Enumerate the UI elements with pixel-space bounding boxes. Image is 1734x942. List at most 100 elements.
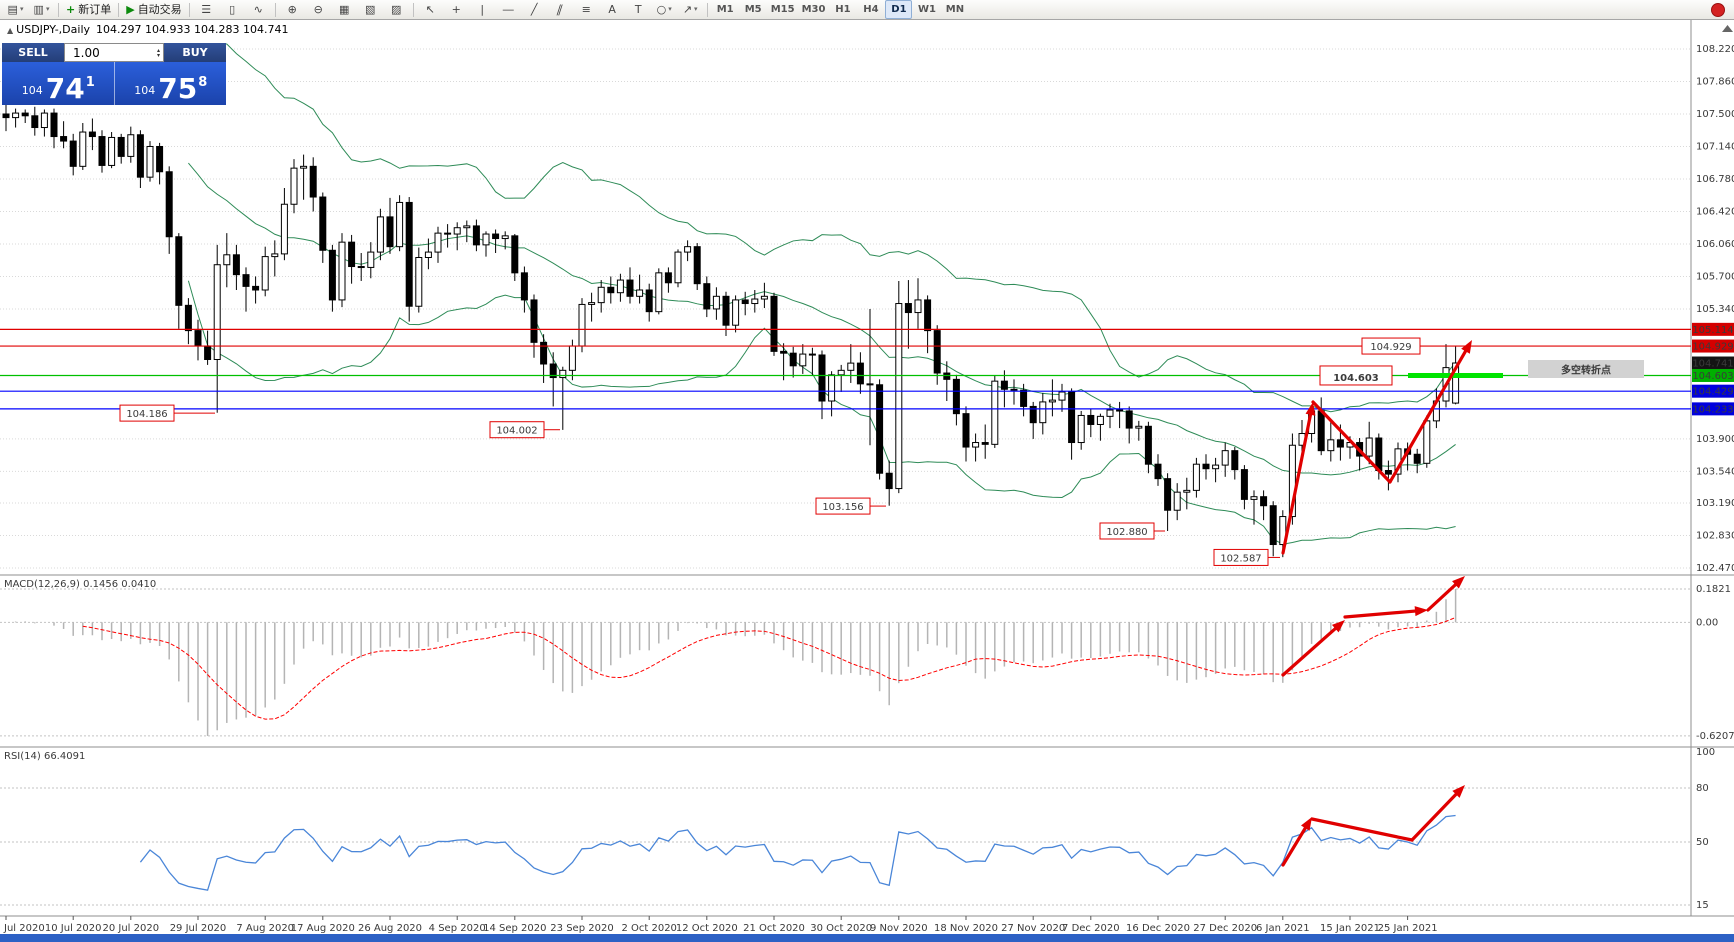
price-annotation[interactable] [1361,337,1421,355]
shapes-button[interactable]: ○ ▾ [652,0,677,19]
volume-up-button[interactable]: ▴ [156,46,160,54]
arrow-tools-button[interactable]: ↗ ▾ [678,0,703,19]
svg-text:104.233: 104.233 [1692,404,1733,415]
sell-button[interactable]: SELL [2,43,64,62]
svg-text:104.603: 104.603 [1333,373,1379,384]
price-annotation[interactable] [1099,522,1155,540]
volume-input[interactable]: 1.00 ▴ ▾ [64,43,164,62]
toolbar-separator [118,2,120,17]
line-chart-icon: ∿ [253,3,263,16]
label-button[interactable]: T [626,0,651,19]
zoom-in-icon: ⊕ [287,3,297,16]
zoom-in-button[interactable]: ⊕ [280,0,305,19]
candlestick-chart-icon: ▯ [229,3,236,16]
autotrade-button[interactable]: ▶ 自动交易 [123,0,184,19]
data-window-button[interactable]: ▨ [384,0,409,19]
zoom-out-icon: ⊖ [313,3,323,16]
navigator-button[interactable]: ▧ [358,0,383,19]
price-divider [113,62,115,105]
text-button[interactable]: A [600,0,625,19]
chart-title: ▲ USDJPY-,Daily 104.297 104.933 104.283 10… [7,23,288,36]
svg-text:104.186: 104.186 [126,409,167,420]
toolbar-separator [706,2,708,17]
svg-text:0.1821: 0.1821 [1696,584,1731,595]
crosshair-icon: + [451,3,461,16]
turning-point-note[interactable] [1528,360,1644,378]
equidistant-channel-button[interactable]: ∥ [548,0,573,19]
svg-text:17 Aug 2020: 17 Aug 2020 [291,923,355,934]
price-annotation[interactable] [815,497,871,515]
tile-windows-button[interactable]: ▦ [332,0,357,19]
crosshair-button[interactable]: + [444,0,469,19]
chart-canvas[interactable]: 108.220 107.860 107.500 107.140 106.780 106.4… [0,20,1734,934]
timeframe-button-M5[interactable]: M5 [744,3,762,15]
svg-text:27 Dec 2020: 27 Dec 2020 [1193,923,1257,934]
svg-text:Jul 2020: Jul 2020 [3,923,45,934]
profiles-button[interactable]: ▥ ▾ [29,0,54,19]
rsi-panel: 100 80 50 15 RSI(14) 66.4091 [0,747,1715,911]
price-annotation[interactable] [1213,548,1269,566]
zoom-out-button[interactable]: ⊖ [306,0,331,19]
svg-text:14 Sep 2020: 14 Sep 2020 [483,923,546,934]
candlestick-series [2,103,1460,558]
alert-icon[interactable] [1711,2,1725,17]
timeframe-button-M1[interactable]: M1 [716,3,734,15]
sell-price-big: 74 [45,72,85,105]
timeframe-button-M30[interactable]: M30 [801,3,826,15]
svg-text:105.700: 105.700 [1696,271,1734,282]
rsi-line [139,814,1456,891]
arrow-tools-icon: ↗ [682,3,693,16]
sell-price[interactable]: 104 74 1 [2,62,114,105]
timeframe-button-H4[interactable]: H4 [863,3,879,15]
horizontal-line-button[interactable]: ― [496,0,521,19]
vertical-line-icon: | [480,3,485,16]
svg-text:16 Dec 2020: 16 Dec 2020 [1126,923,1190,934]
price-annotation[interactable] [1319,365,1393,386]
new-chart-button[interactable]: ▤ ▾ [3,0,28,19]
svg-text:104.429: 104.429 [1692,387,1733,398]
trendline-button[interactable]: ╱ [522,0,547,19]
chart-window[interactable]: 108.220 107.860 107.500 107.140 106.780 106.4… [0,20,1734,934]
timeframe-button-W1[interactable]: W1 [917,3,936,15]
svg-text:6 Jan 2021: 6 Jan 2021 [1256,923,1310,934]
line-chart-button[interactable]: ∿ [246,0,271,19]
bottom-scrollbar[interactable] [0,934,1734,942]
price-annotation[interactable] [489,421,545,439]
annotations[interactable]: 104.186 104.002 103.156 102.880 102.587 104.9… [119,337,1644,566]
buy-button[interactable]: BUY [164,43,226,62]
price-annotation[interactable] [119,404,175,422]
timeframe-button-D1[interactable]: D1 [885,0,913,19]
new-order-button[interactable]: + 新订单 [63,0,114,19]
fibonacci-button[interactable]: ≡ [574,0,599,19]
label-icon: T [634,3,642,16]
svg-text:7 Dec 2020: 7 Dec 2020 [1062,923,1120,934]
vertical-line-button[interactable]: | [470,0,495,19]
trend-arrows[interactable] [1281,340,1472,867]
toolbar-separator [188,2,190,17]
shapes-icon: ○ [656,3,667,16]
profiles-icon: ▥ [33,3,44,16]
svg-text:104.002: 104.002 [496,426,537,437]
sell-price-prefix: 104 [21,84,43,97]
symbol-name: USDJPY-,Daily [16,23,91,36]
buy-price[interactable]: 104 75 8 [115,62,227,105]
timeframe-button-H1[interactable]: H1 [835,3,851,15]
dropdown-caret-icon: ▾ [668,5,672,13]
one-click-trading-panel: SELL 1.00 ▴ ▾ BUY 104 74 1 104 75 8 [2,43,226,105]
volume-down-button[interactable]: ▾ [156,51,160,59]
candlestick-chart-button[interactable]: ▯ [220,0,245,19]
time-scale[interactable]: Jul 2020 10 Jul 2020 20 Jul 2020 29 Jul 202… [3,916,1438,934]
svg-text:107.500: 107.500 [1696,109,1734,120]
timeframe-button-MN[interactable]: MN [945,3,965,15]
bar-chart-button[interactable]: ☰ [194,0,219,19]
svg-text:27 Nov 2020: 27 Nov 2020 [1001,923,1065,934]
timeframe-button-M15[interactable]: M15 [770,3,795,15]
rsi-label: RSI(14) 66.4091 [4,751,85,762]
new-order-icon: + [66,3,76,16]
svg-text:108.220: 108.220 [1696,44,1734,55]
cursor-button[interactable]: ↖ [418,0,443,19]
price-scale[interactable]: 108.220 107.860 107.500 107.140 106.780 106.4… [1692,44,1734,574]
svg-text:21 Oct 2020: 21 Oct 2020 [743,923,805,934]
svg-text:104.603: 104.603 [1692,371,1733,382]
svg-text:104.741: 104.741 [1692,359,1733,370]
